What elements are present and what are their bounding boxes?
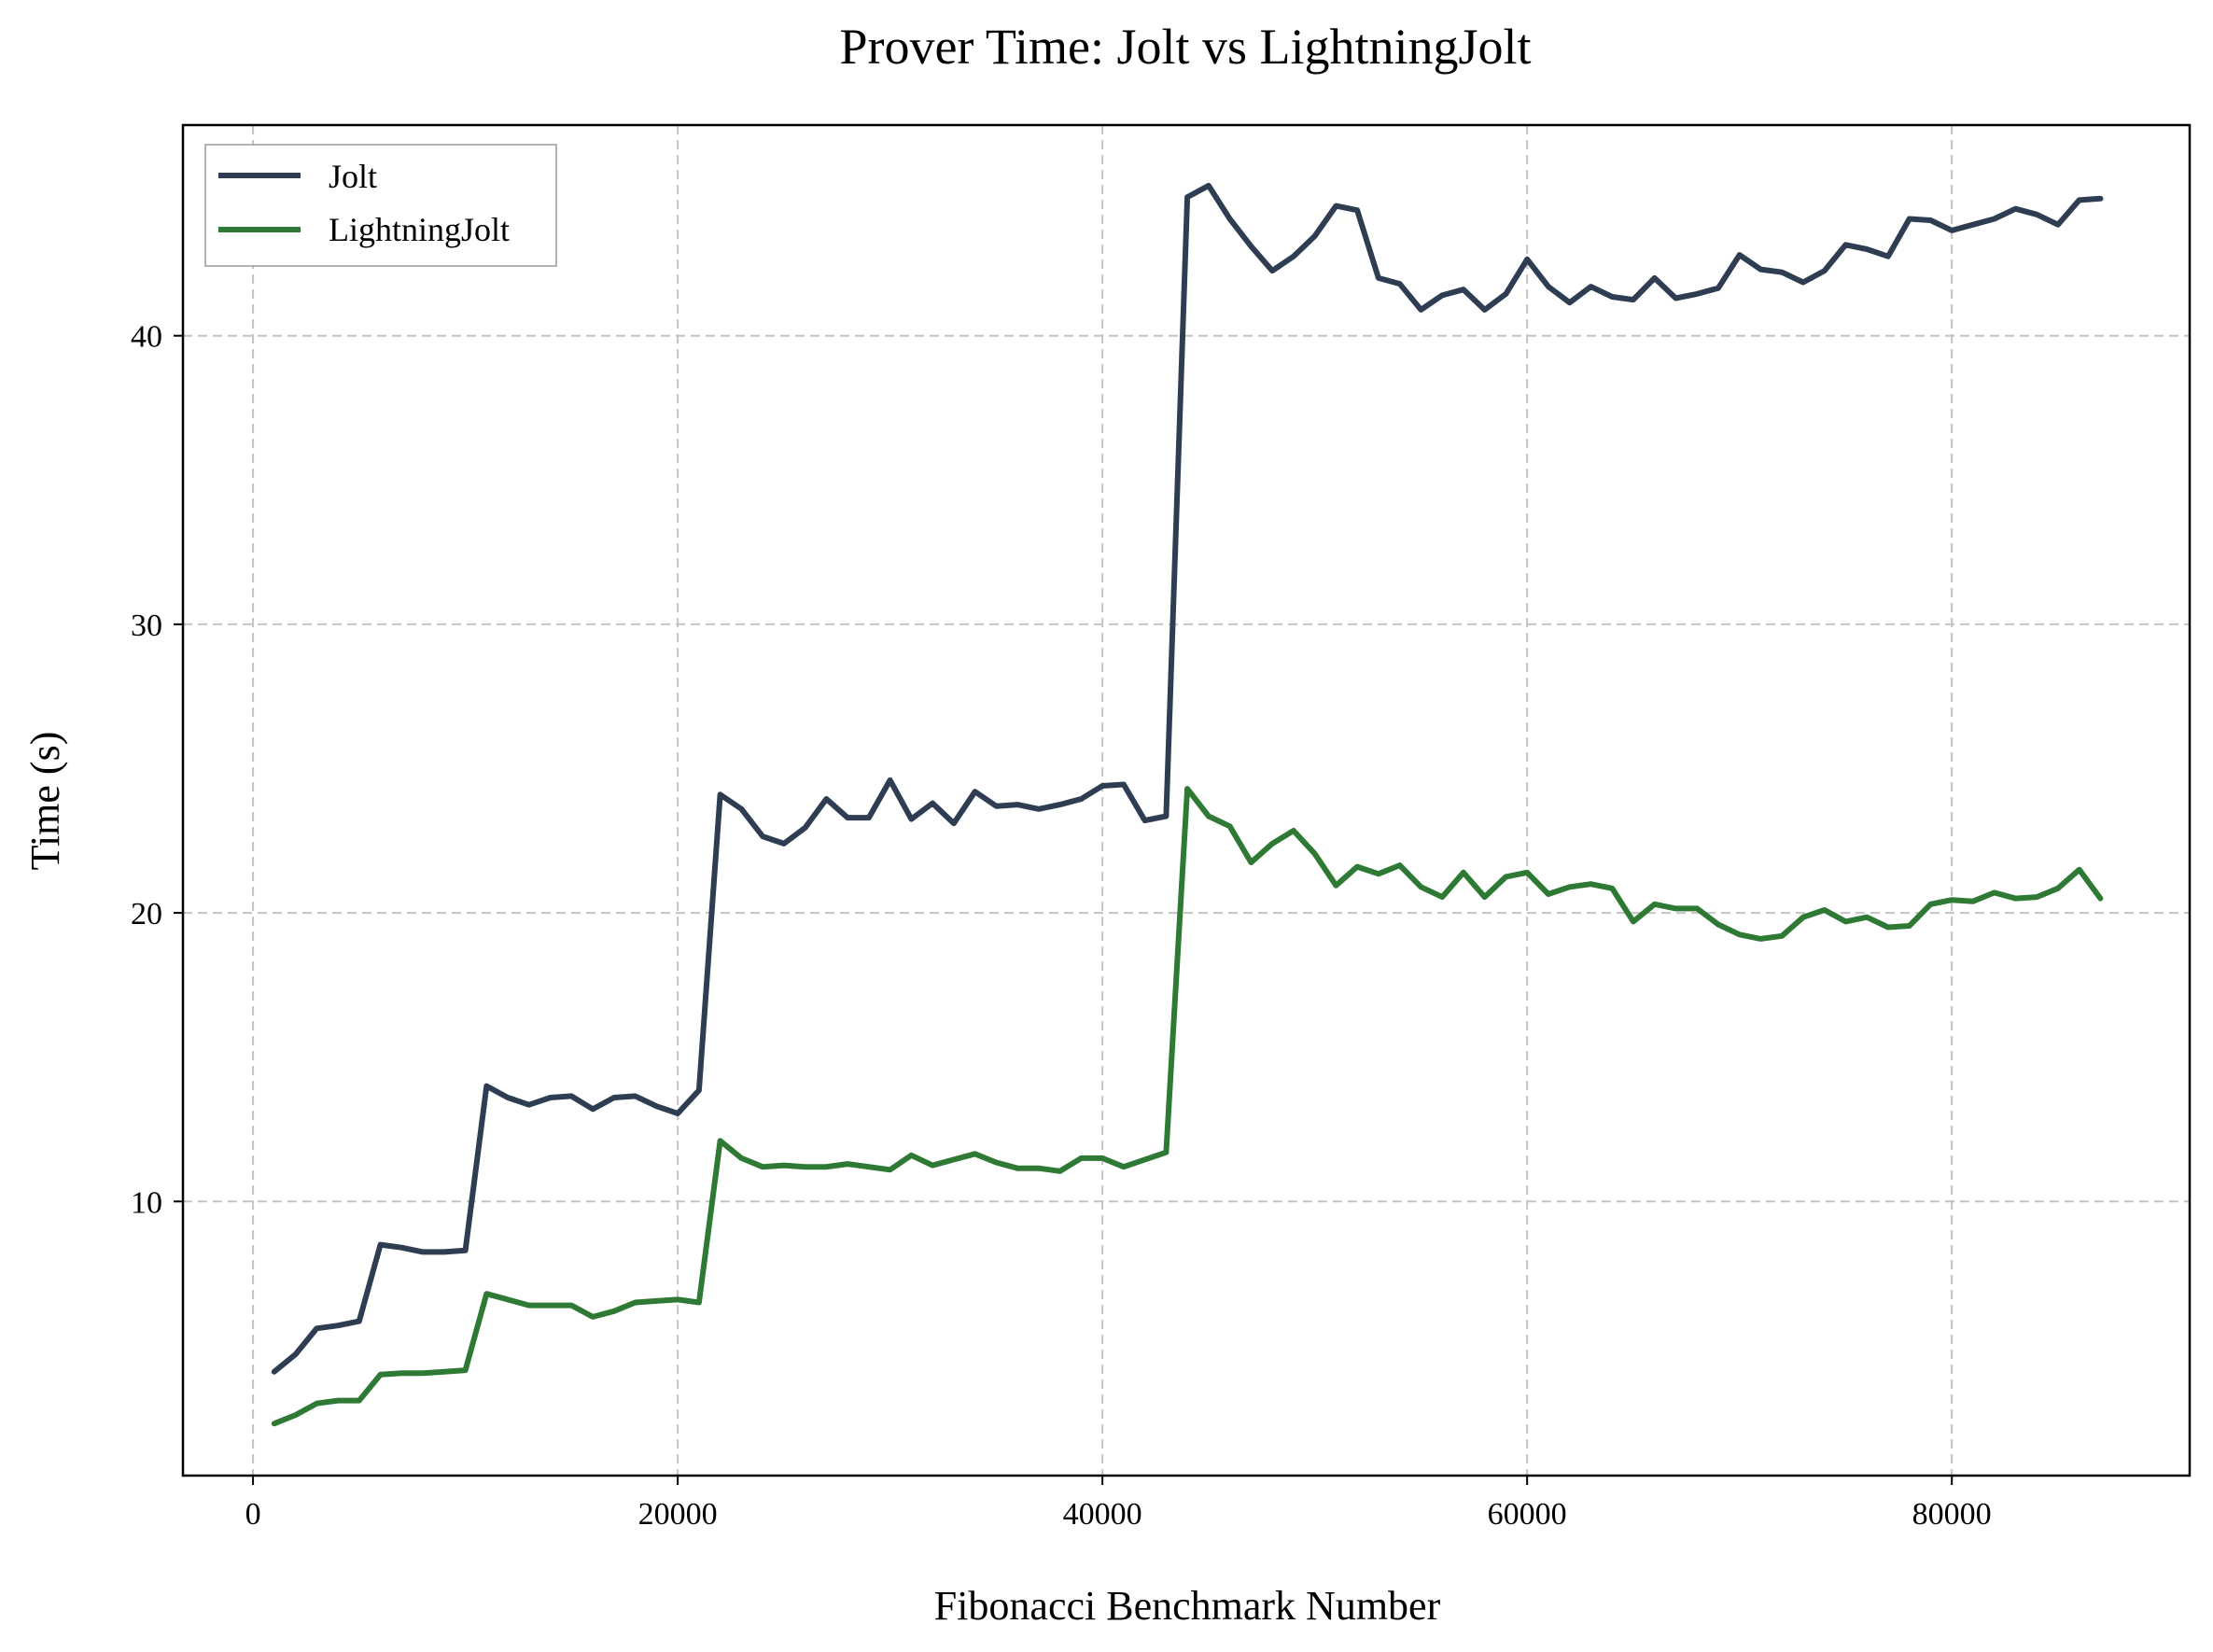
x-axis-label: Fibonacci Benchmark Number	[934, 1583, 1441, 1629]
legend-box	[204, 144, 557, 267]
y-tick-label: 40	[131, 320, 162, 355]
x-tick-label: 20000	[638, 1497, 718, 1532]
plot-frame	[181, 123, 2192, 1477]
x-tick-label: 60000	[1488, 1497, 1567, 1532]
series-line-jolt	[271, 182, 2104, 1375]
y-axis-label: Time (s)	[22, 732, 68, 871]
x-tick-label: 40000	[1063, 1497, 1142, 1532]
legend-label-lightningjolt: LightningJolt	[329, 211, 510, 248]
chart-title: Prover Time: Jolt vs LightningJolt	[839, 19, 1531, 75]
grid	[183, 125, 2190, 1476]
legend: Jolt LightningJolt	[204, 144, 557, 267]
x-tick-label: 80000	[1912, 1497, 1992, 1532]
y-tick-label: 10	[131, 1185, 162, 1220]
axis-ticks: 0 20000 40000 60000 80000 10 20 30 40	[131, 320, 1992, 1532]
y-tick-label: 30	[131, 609, 162, 643]
x-tick-label: 0	[245, 1497, 261, 1532]
series-group	[271, 182, 2104, 1427]
y-tick-label: 20	[131, 897, 162, 931]
series-line-lightningjolt	[271, 786, 2104, 1427]
legend-label-jolt: Jolt	[329, 158, 377, 195]
